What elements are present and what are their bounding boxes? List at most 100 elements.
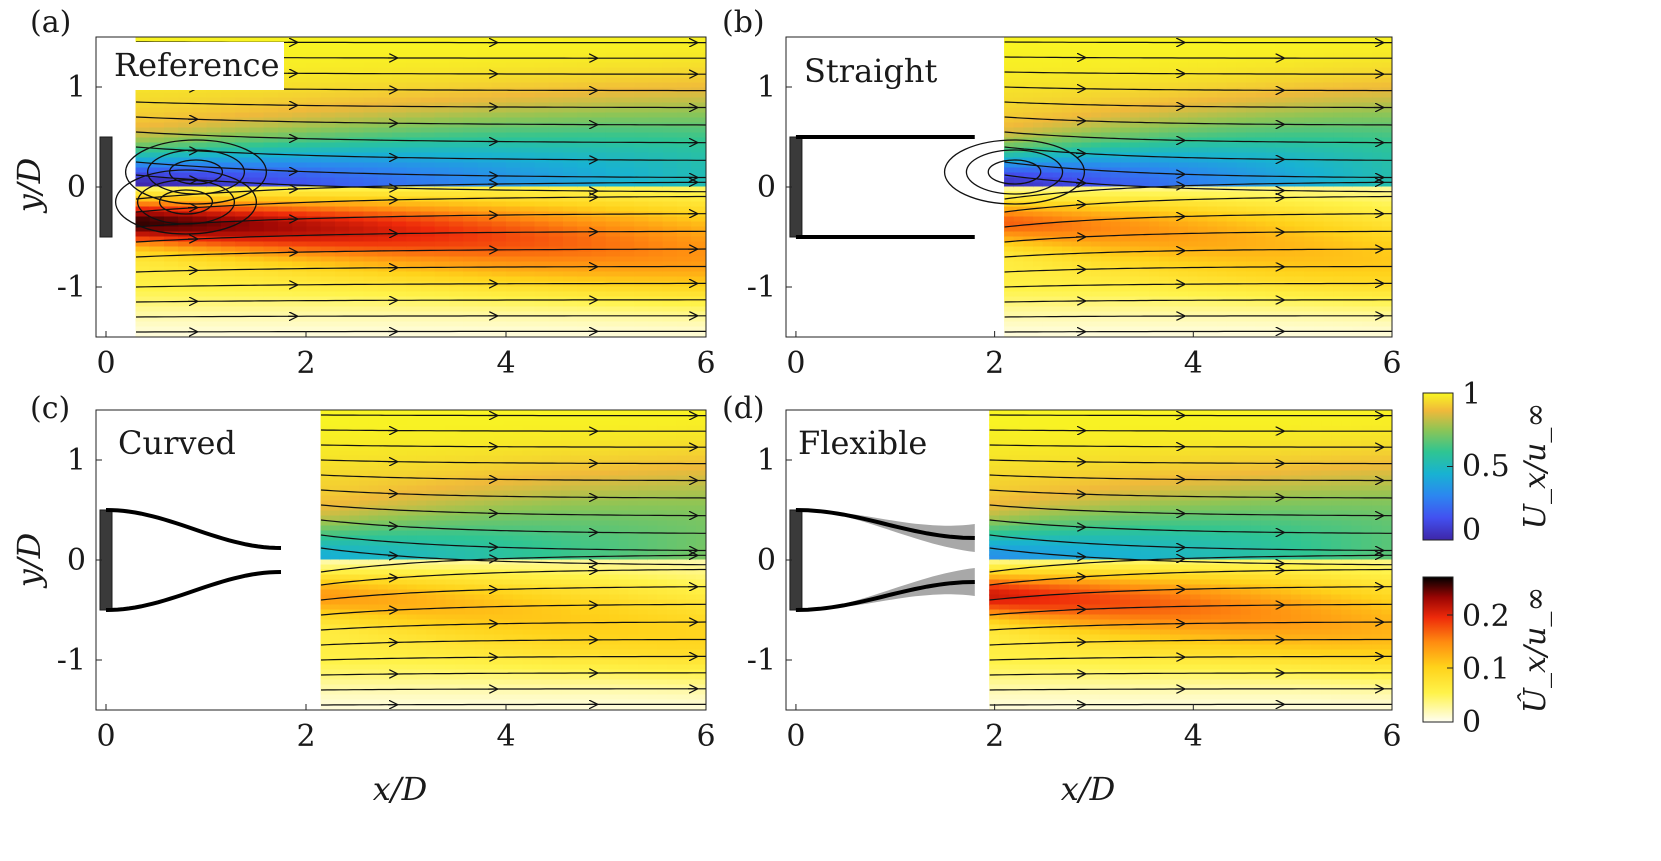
streamline <box>989 459 1392 465</box>
y-tick-label: 1 <box>67 70 86 105</box>
streamline <box>135 299 706 303</box>
x-tick-label: 2 <box>296 719 315 754</box>
streamline <box>320 504 706 517</box>
streamline <box>989 621 1392 631</box>
x-tick-label: 4 <box>1184 719 1203 754</box>
x-tick-label: 0 <box>786 346 805 381</box>
streamline <box>135 116 706 126</box>
streamline <box>135 181 706 200</box>
streamline <box>320 459 706 465</box>
y-tick-label: -1 <box>747 270 776 305</box>
x-tick-label: 6 <box>696 719 715 754</box>
streamline <box>135 248 706 258</box>
streamline <box>135 282 706 288</box>
colorbar-velocity-fluctuation: 0.2 0.1 0 Û_x/u_∞ <box>1422 576 1553 740</box>
streamline <box>1004 116 1392 126</box>
y-tick-label: 1 <box>67 443 86 478</box>
streamline <box>320 655 706 661</box>
recirculation-contour <box>124 139 268 205</box>
x-tick-label: 6 <box>1382 346 1401 381</box>
panel-label-a: (a) <box>30 5 71 40</box>
streamline <box>989 489 1392 499</box>
streamlines <box>989 415 1392 706</box>
x-tick-label: 4 <box>1184 346 1203 381</box>
streamline <box>320 444 706 448</box>
streamline <box>320 519 706 534</box>
streamline <box>989 504 1392 517</box>
cb-mean-tick-3: 0 <box>1462 513 1481 548</box>
recirculation-contour <box>943 139 1086 205</box>
streamline <box>135 315 706 318</box>
cb-mean-tick-2: 0.5 <box>1462 449 1510 484</box>
recirculation-contour <box>136 179 236 225</box>
x-tick-label: 6 <box>696 346 715 381</box>
recirculation-contour <box>168 159 224 185</box>
streamline <box>1004 230 1392 243</box>
streamline <box>989 547 1392 566</box>
velocity-field <box>1004 37 1392 337</box>
streamline <box>1004 71 1392 75</box>
streamline <box>136 330 706 333</box>
x-tick-label: 0 <box>96 346 115 381</box>
streamline <box>989 703 1392 706</box>
streamline <box>989 638 1392 646</box>
streamline <box>989 688 1392 691</box>
streamline <box>989 444 1392 448</box>
case-label-straight: Straight <box>804 52 937 90</box>
streamline <box>320 474 706 482</box>
case-label-reference: Reference <box>114 46 280 84</box>
cb-mean-tick-1: 1 <box>1462 377 1481 412</box>
y-tick-label: 0 <box>67 543 86 578</box>
streamline <box>1004 299 1392 303</box>
streamline <box>989 534 1392 552</box>
cb-fluct-tick-2: 0.1 <box>1462 652 1510 687</box>
case-label-flexible: Flexible <box>798 424 927 462</box>
streamline <box>1004 174 1392 193</box>
cb-fluct-tick-1: 0.2 <box>1462 599 1510 634</box>
streamline <box>320 603 706 616</box>
colorbar-mean-velocity: 1 0.5 0 U_x/u_∞ <box>1422 377 1553 548</box>
streamline <box>989 519 1392 534</box>
streamline <box>320 672 706 676</box>
ylabel-bottom: y/D <box>10 533 48 590</box>
plate-deflection-envelope <box>795 510 975 552</box>
streamline <box>320 554 706 573</box>
cb-fluct-tick-3: 0 <box>1462 705 1481 740</box>
y-tick-label: 1 <box>757 70 776 105</box>
streamline <box>1004 248 1392 258</box>
streamline <box>989 603 1392 616</box>
streamline <box>1004 86 1392 92</box>
x-tick-label: 4 <box>496 346 515 381</box>
plate-lower <box>105 570 282 612</box>
streamline <box>1004 282 1392 288</box>
y-tick-label: -1 <box>57 270 86 305</box>
streamline <box>320 489 706 499</box>
plate-lower <box>795 580 975 612</box>
recirculation-contour <box>114 169 258 235</box>
x-tick-label: 4 <box>496 719 515 754</box>
streamline <box>320 534 706 552</box>
streamline <box>135 131 706 144</box>
streamline <box>989 568 1392 586</box>
recirculation-contour <box>965 149 1064 195</box>
streamline <box>1004 131 1392 144</box>
y-tick-label: -1 <box>57 643 86 678</box>
streamline <box>1004 41 1392 44</box>
case-label-curved: Curved <box>118 424 236 462</box>
streamline <box>135 161 706 179</box>
plate-deflection-envelope <box>795 568 975 610</box>
streamline <box>1004 330 1392 333</box>
y-tick-label: 0 <box>757 170 776 205</box>
streamline <box>1004 315 1392 318</box>
x-tick-label: 2 <box>985 719 1004 754</box>
y-tick-label: -1 <box>747 643 776 678</box>
streamline <box>1004 161 1392 179</box>
streamline <box>1004 265 1392 273</box>
streamline <box>135 213 706 228</box>
streamline <box>321 703 706 706</box>
velocity-field <box>320 410 706 710</box>
x-tick-label: 2 <box>296 346 315 381</box>
streamline <box>989 429 1392 432</box>
y-tick-label: 0 <box>67 170 86 205</box>
